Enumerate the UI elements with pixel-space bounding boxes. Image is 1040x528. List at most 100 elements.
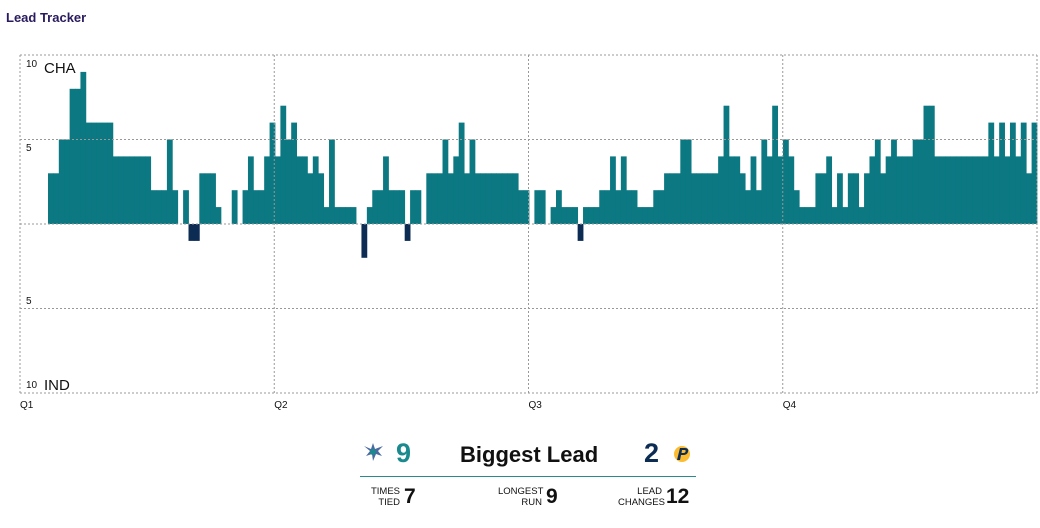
lead-bar [480, 173, 487, 224]
lead-bar [518, 190, 524, 224]
quarter-label: Q4 [783, 400, 797, 411]
stats-row: TIMES TIED 7 LONGEST RUN 9 LEAD CHANGES … [360, 477, 696, 517]
lead-bar [188, 224, 195, 241]
lead-bar [512, 173, 519, 224]
lead-bar [139, 156, 146, 224]
cha-biggest-lead: 9 [396, 438, 412, 468]
times-tied-label: TIMES TIED [370, 486, 400, 508]
lead-bar [534, 190, 541, 224]
lead-bar [610, 156, 616, 224]
lead-bar [885, 156, 892, 224]
lead-bar [604, 190, 611, 224]
lead-bar [404, 224, 411, 241]
lead-bar [1026, 173, 1032, 224]
longest-run-stat: LONGEST RUN 9 [498, 485, 558, 509]
lead-bar [69, 88, 76, 224]
lead-bar [183, 190, 189, 224]
lead-bar [707, 173, 714, 224]
lead-bar [799, 207, 806, 224]
lead-bar [837, 173, 843, 224]
lead-bar [572, 207, 579, 224]
lead-bar [966, 156, 973, 224]
lead-bar [669, 173, 676, 224]
chart-labels: 10 5 5 10 CHA IND Q1 Q2 Q3 Q4 [20, 59, 797, 411]
lead-bar [1031, 122, 1038, 224]
lead-bar [685, 139, 692, 224]
lead-bar [193, 224, 200, 241]
lead-bar [577, 224, 584, 241]
team-top-label: CHA [44, 60, 76, 77]
lead-bar [204, 173, 211, 224]
lead-bar [264, 156, 270, 224]
lead-bar [523, 190, 530, 224]
lead-bar [945, 156, 951, 224]
lead-bar [53, 173, 60, 224]
lead-bar [312, 156, 319, 224]
lead-bar [339, 207, 346, 224]
y-tick-label: 10 [26, 59, 38, 70]
lead-bar [458, 122, 465, 224]
lead-bar [399, 190, 406, 224]
lead-bar [58, 139, 65, 224]
lead-bar [145, 156, 152, 224]
lead-bar [993, 156, 1000, 224]
lead-bar [847, 173, 854, 224]
lead-bar [891, 139, 897, 224]
lead-bar [118, 156, 125, 224]
lead-bar [728, 156, 735, 224]
lead-bar [410, 190, 416, 224]
lead-bar [820, 173, 827, 224]
lead-bar [242, 190, 249, 224]
lead-bar [896, 156, 903, 224]
lead-bar [129, 156, 135, 224]
lead-bar [345, 207, 352, 224]
lead-bar [782, 139, 789, 224]
lead-bar [918, 139, 924, 224]
lead-bar [658, 190, 665, 224]
lead-bar [112, 156, 119, 224]
lead-bar [761, 139, 768, 224]
lead-bar [923, 105, 930, 224]
lead-bar [285, 139, 292, 224]
lead-bar [583, 207, 589, 224]
lead-bar [712, 173, 719, 224]
lead-bar [691, 173, 697, 224]
times-tied-value: 7 [404, 485, 416, 508]
lead-bar [296, 156, 303, 224]
lead-bar [539, 190, 546, 224]
lead-bar [696, 173, 703, 224]
lead-bar [253, 190, 260, 224]
lead-bar [258, 190, 265, 224]
lead-bar [745, 190, 751, 224]
game-summary: 9 Biggest Lead 2 TIMES TIED 7 LONGEST RU… [360, 436, 696, 517]
lead-bar [156, 190, 162, 224]
lead-bar [631, 190, 638, 224]
lead-bar [1020, 122, 1027, 224]
lead-bar [323, 207, 330, 224]
lead-bar [550, 207, 557, 224]
lead-bar [777, 156, 784, 224]
lead-tracker-chart: 10 5 5 10 CHA IND Q1 Q2 Q3 Q4 [19, 54, 1038, 411]
hornets-logo-icon [362, 442, 384, 467]
lead-bar [453, 156, 460, 224]
lead-bar [972, 156, 978, 224]
lead-bar [442, 139, 449, 224]
lead-bar [907, 156, 914, 224]
lead-bar [388, 190, 395, 224]
lead-bar [80, 71, 87, 225]
lead-bar [318, 173, 325, 224]
lead-bar [750, 156, 757, 224]
lead-bar [869, 156, 876, 224]
lead-bar [961, 156, 968, 224]
lead-bar [664, 173, 670, 224]
lead-bar [793, 190, 800, 224]
lead-bar [772, 105, 778, 224]
lead-bar [469, 139, 476, 224]
lead-bar [988, 122, 995, 224]
lead-bar [674, 173, 681, 224]
lead-bar [199, 173, 206, 224]
lead-bar [501, 173, 508, 224]
lead-bar [350, 207, 357, 224]
lead-bar [788, 156, 795, 224]
lead-bar [815, 173, 822, 224]
